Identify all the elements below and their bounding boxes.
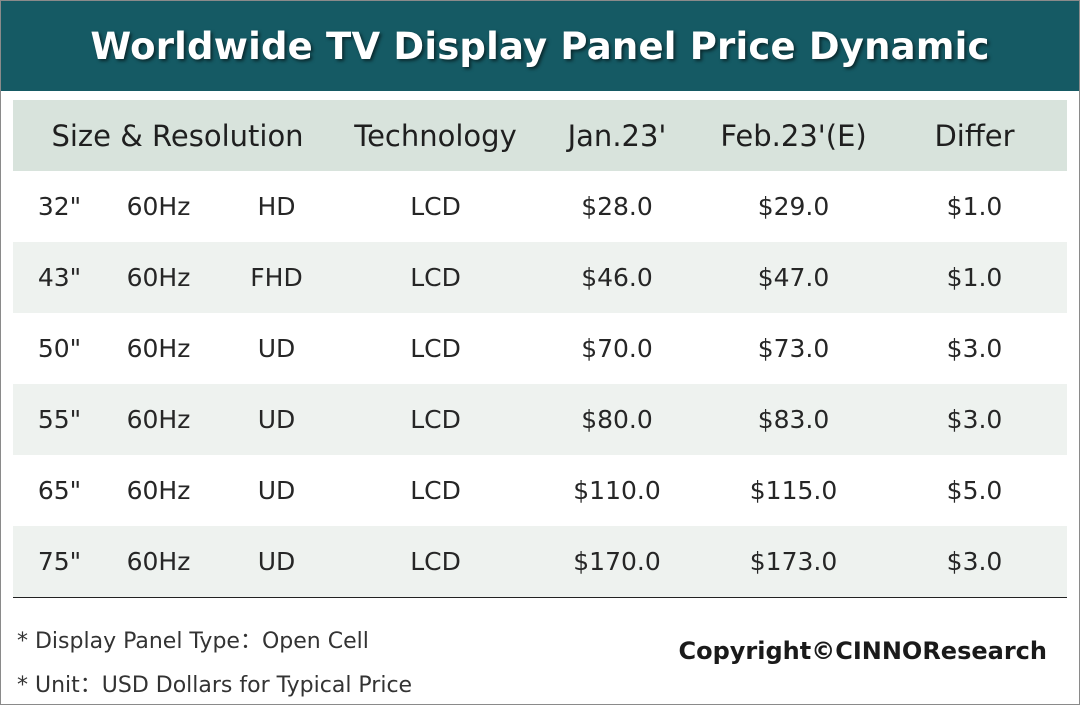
note-unit: * Unit：USD Dollars for Typical Price [17, 673, 413, 698]
table-row: 32" 60Hz HD LCD $28.0 $29.0 $1.0 [13, 171, 1068, 242]
cell-jan-price: $28.0 [581, 192, 653, 221]
cell-differ: $3.0 [946, 334, 1003, 363]
cell-size: 55" [37, 405, 82, 434]
cell-jan-price: $110.0 [573, 476, 661, 505]
cell-refresh-rate: 60Hz [126, 334, 191, 363]
cell-differ: $3.0 [946, 405, 1003, 434]
cell-refresh-rate: 60Hz [126, 547, 191, 576]
copyright-text: Copyright©CINNOResearch [678, 637, 1047, 665]
cell-size: 32" [37, 192, 82, 221]
cell-feb-price: $29.0 [757, 192, 830, 221]
cell-resolution: UD [257, 405, 296, 434]
cell-differ: $5.0 [946, 476, 1003, 505]
cell-refresh-rate: 60Hz [126, 192, 191, 221]
table-row: 50" 60Hz UD LCD $70.0 $73.0 $3.0 [13, 313, 1068, 384]
cell-technology: LCD [410, 192, 461, 221]
cell-resolution: HD [257, 192, 296, 221]
cell-technology: LCD [410, 263, 461, 292]
cell-jan-price: $170.0 [573, 547, 661, 576]
figure-title: Worldwide TV Display Panel Price Dynamic [90, 24, 990, 68]
header-size-resolution: Size & Resolution [51, 118, 304, 153]
note-panel-type: * Display Panel Type：Open Cell [17, 629, 369, 654]
cell-resolution: UD [257, 547, 296, 576]
cell-size: 43" [37, 263, 82, 292]
cell-technology: LCD [410, 405, 461, 434]
cell-technology: LCD [410, 334, 461, 363]
header-differ: Differ [934, 118, 1015, 153]
table-bottom-rule [13, 597, 1067, 598]
price-table: Size & Resolution Technology Jan.23' Feb… [13, 100, 1068, 597]
cell-jan-price: $70.0 [581, 334, 653, 363]
cell-differ: $3.0 [946, 547, 1003, 576]
cell-refresh-rate: 60Hz [126, 476, 191, 505]
table-row: 65" 60Hz UD LCD $110.0 $115.0 $5.0 [13, 455, 1068, 526]
cell-feb-price: $47.0 [757, 263, 830, 292]
cell-jan-price: $80.0 [581, 405, 653, 434]
cell-resolution: UD [257, 334, 296, 363]
cell-size: 50" [37, 334, 82, 363]
header-jan: Jan.23' [567, 118, 667, 153]
cell-feb-price: $115.0 [749, 476, 838, 505]
cell-technology: LCD [410, 476, 461, 505]
cell-resolution: FHD [250, 263, 303, 292]
cell-size: 65" [37, 476, 82, 505]
cell-size: 75" [37, 547, 82, 576]
cell-refresh-rate: 60Hz [126, 405, 191, 434]
title-bar: Worldwide TV Display Panel Price Dynamic [1, 1, 1079, 91]
cell-technology: LCD [410, 547, 461, 576]
table-row: 43" 60Hz FHD LCD $46.0 $47.0 $1.0 [13, 242, 1068, 313]
cell-refresh-rate: 60Hz [126, 263, 191, 292]
table-header-row: Size & Resolution Technology Jan.23' Feb… [13, 100, 1068, 171]
table-row: 55" 60Hz UD LCD $80.0 $83.0 $3.0 [13, 384, 1068, 455]
cell-feb-price: $83.0 [757, 405, 830, 434]
cell-differ: $1.0 [946, 263, 1003, 292]
header-feb: Feb.23'(E) [720, 118, 867, 153]
cell-resolution: UD [257, 476, 296, 505]
table-row: 75" 60Hz UD LCD $170.0 $173.0 $3.0 [13, 526, 1068, 597]
cell-jan-price: $46.0 [581, 263, 653, 292]
cell-feb-price: $73.0 [757, 334, 830, 363]
cell-feb-price: $173.0 [749, 547, 838, 576]
cell-differ: $1.0 [946, 192, 1003, 221]
header-technology: Technology [354, 118, 517, 153]
